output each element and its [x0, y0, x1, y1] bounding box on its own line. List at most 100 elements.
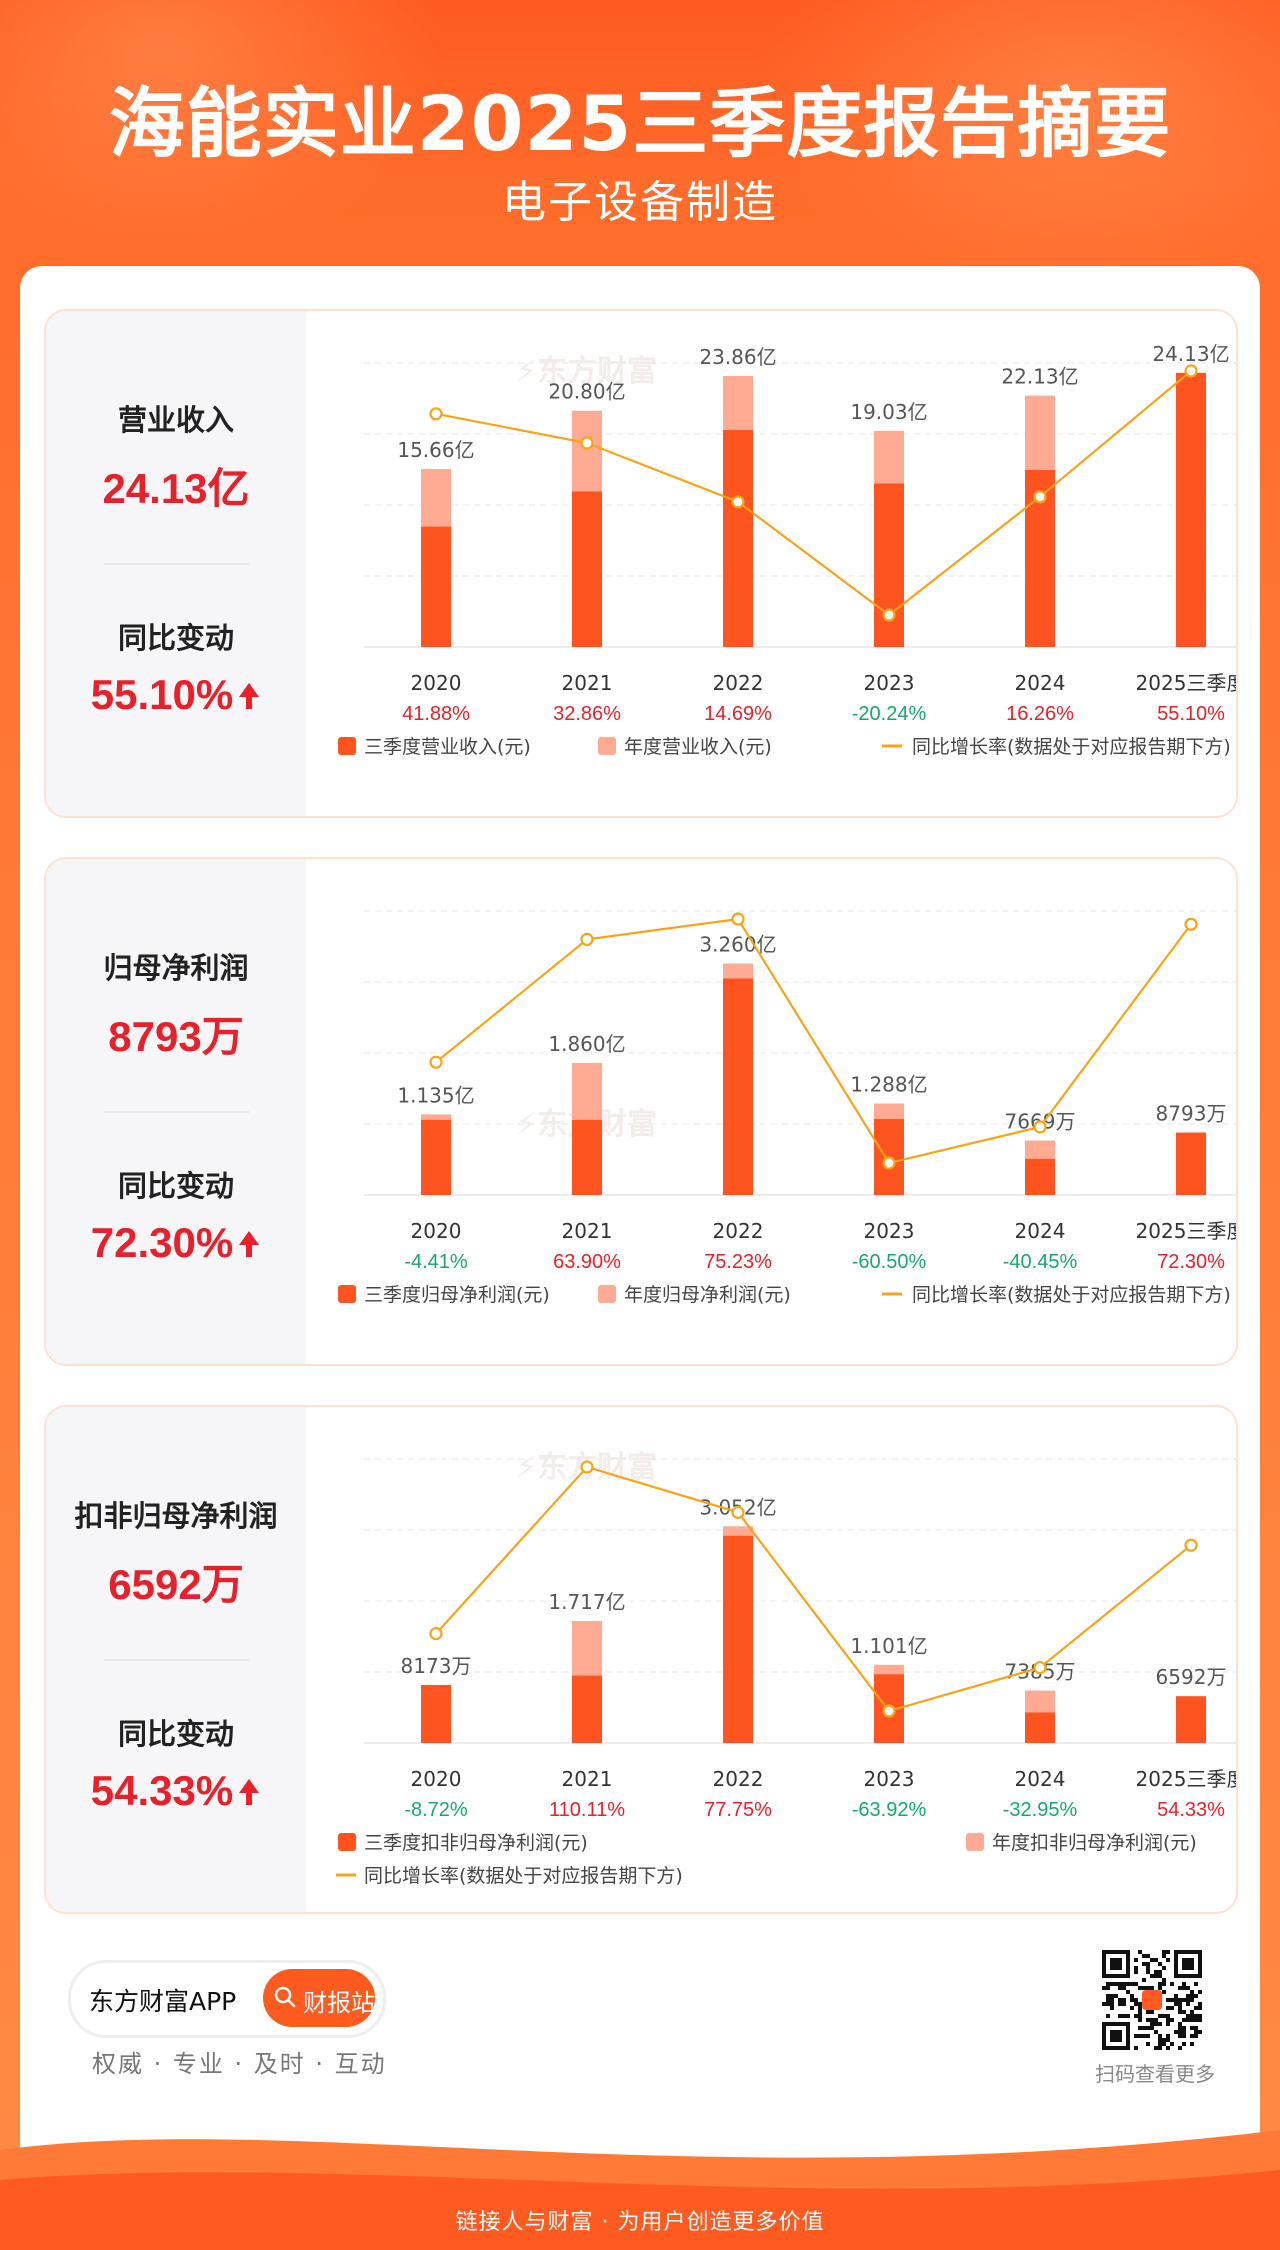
qr-module: [1186, 1998, 1190, 2002]
qr-module: [1190, 2014, 1194, 2018]
qr-module: [1158, 2046, 1162, 2050]
quarter-bar: [1025, 1712, 1055, 1743]
qr-module: [1178, 2046, 1182, 2050]
legend-label: 三季度营业收入(元): [364, 736, 531, 758]
qr-module: [1162, 1978, 1166, 1982]
qr-module: [1158, 2022, 1162, 2026]
qr-module: [1178, 2034, 1182, 2038]
annual-bar: [723, 1526, 753, 1536]
qr-module: [1162, 2038, 1166, 2042]
qr-module: [1158, 1982, 1162, 1986]
value-label: 23.86亿: [699, 345, 776, 369]
qr-module: [1138, 2026, 1142, 2030]
summary-sidebar: 归母净利润 8793万 同比变动 72.30%: [46, 859, 306, 1364]
category-label: 2023: [864, 1767, 915, 1791]
deducted-profit-chart: ⚡东方财富8173万2020-8.72%1.717亿2021110.11%3.0…: [336, 1450, 1236, 1887]
qr-module: [1106, 2014, 1110, 2018]
qr-module: [1142, 2026, 1146, 2030]
qr-module: [1134, 1998, 1138, 2002]
qr-module: [1166, 2018, 1170, 2022]
qr-module: [1142, 1986, 1146, 1990]
legend-swatch-annual: [966, 1833, 984, 1851]
qr-module: [1146, 2026, 1150, 2030]
growth-point: [1033, 1660, 1047, 1675]
qr-module: [1162, 2042, 1166, 2046]
qr-module: [1158, 2038, 1162, 2042]
metric-value: 24.13亿: [102, 465, 250, 512]
footer-wave: [0, 2130, 1280, 2250]
qr-module: [1158, 1962, 1162, 1966]
growth-label: 110.11%: [549, 1799, 625, 1821]
category-label: 2021: [562, 1767, 613, 1791]
growth-label: 75.23%: [704, 1251, 772, 1273]
qr-module: [1130, 1994, 1134, 1998]
footer-tagline: 链接人与财富 · 为用户创造更多价值: [455, 2210, 825, 2235]
qr-module: [1162, 2014, 1166, 2018]
qr-module: [1154, 1974, 1158, 1978]
qr-module: [1194, 2026, 1198, 2030]
qr-module: [1186, 2014, 1190, 2018]
divider: [104, 1111, 249, 1113]
growth-line: [435, 370, 1192, 617]
qr-module: [1162, 1966, 1166, 1970]
qr-module: [1194, 2014, 1198, 2018]
qr-module: [1198, 2018, 1202, 2022]
qr-module: [1182, 2042, 1186, 2046]
growth-point: [1033, 490, 1047, 504]
qr-module: [1166, 2006, 1170, 2010]
qr-module: [1166, 2014, 1170, 2018]
legend-swatch-quarter: [338, 1285, 356, 1303]
growth-point: [580, 1460, 594, 1474]
slogan: 权威 · 专业 · 及时 · 互动: [92, 2050, 387, 2078]
qr-module: [1146, 2018, 1150, 2022]
value-label: 1.717亿: [548, 1590, 625, 1614]
qr-module: [1146, 2042, 1150, 2046]
legend-swatch-quarter: [338, 737, 356, 755]
metric-label: 扣非归母净利润: [74, 1499, 278, 1533]
qr-module: [1142, 1978, 1146, 1982]
growth-point: [731, 912, 745, 926]
growth-label: 77.75%: [704, 1799, 772, 1821]
qr-module: [1174, 1994, 1178, 1998]
arrow-up-icon: [239, 683, 260, 709]
qr-module: [1122, 2002, 1126, 2006]
qr-module: [1186, 2018, 1190, 2022]
qr-module: [1182, 2026, 1186, 2030]
value-label: 15.66亿: [397, 438, 474, 462]
qr-module: [1178, 2030, 1182, 2034]
category-label: 2021: [562, 1219, 613, 1243]
annual-bar: [421, 469, 451, 527]
growth-point: [731, 495, 745, 509]
qr-module: [1182, 2030, 1186, 2034]
growth-label: 72.30%: [1157, 1251, 1225, 1273]
metric-label: 营业收入: [117, 403, 234, 437]
qr-code[interactable]: [1102, 1950, 1202, 2050]
qr-module: [1198, 2006, 1202, 2010]
growth-label: -20.24%: [852, 703, 927, 725]
watermark-text: ⚡东方财富: [516, 354, 657, 389]
qr-module: [1182, 1986, 1186, 1990]
growth-point: [1184, 917, 1198, 931]
annual-bar: [1025, 395, 1055, 470]
qr-logo: [1142, 1990, 1162, 2010]
growth-label: 63.90%: [553, 1251, 621, 1273]
category-label: 2023: [864, 1219, 915, 1243]
growth-point: [580, 932, 594, 946]
growth-label: 41.88%: [402, 703, 470, 725]
qr-module: [1174, 2030, 1178, 2034]
annual-bar: [572, 410, 602, 492]
category-label: 2020: [411, 671, 462, 695]
quarter-bar: [723, 430, 753, 647]
arrow-up-icon: [239, 1231, 260, 1257]
quarter-bar: [572, 491, 602, 647]
qr-module: [1134, 1966, 1138, 1970]
qr-module: [1162, 1990, 1166, 1994]
qr-module: [1186, 1994, 1190, 1998]
report-station-button[interactable]: 财报站: [263, 1969, 375, 2027]
qr-module: [1178, 2026, 1182, 2030]
qr-module: [1186, 1986, 1190, 1990]
app-search-pill[interactable]: 东方财富APP 财报站: [68, 1960, 386, 2038]
quarter-bar: [723, 1535, 753, 1743]
qr-module: [1194, 2034, 1198, 2038]
qr-module: [1178, 2002, 1182, 2006]
